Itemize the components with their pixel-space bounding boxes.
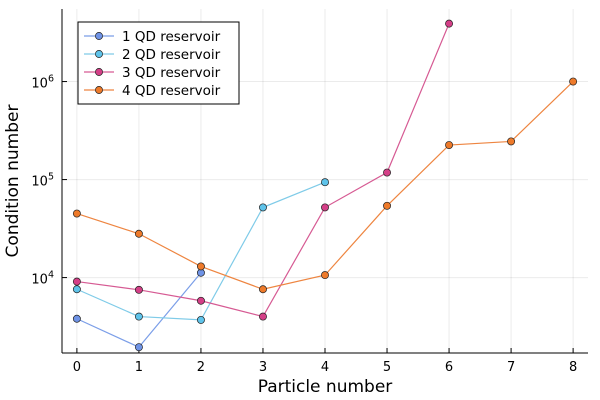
data-point [196, 262, 205, 271]
data-point [72, 314, 81, 323]
data-point [134, 285, 143, 294]
data-point [134, 229, 143, 238]
data-point [569, 77, 578, 86]
x-tick-label: 7 [507, 360, 515, 375]
legend-label: 1 QD reservoir [122, 29, 221, 45]
y-tick-label: 106 [31, 74, 54, 92]
data-point [321, 203, 329, 212]
data-point [134, 312, 143, 321]
data-point [72, 209, 81, 218]
data-point [445, 141, 454, 150]
data-point [72, 277, 81, 286]
data-point [259, 203, 267, 212]
data-point [259, 285, 267, 294]
series-group [72, 77, 578, 294]
data-point [134, 343, 143, 352]
legend-marker [95, 32, 103, 40]
data-point [259, 312, 267, 321]
axes [61, 9, 588, 354]
tick-labels: 0 1 2 3 4 5 6 7 8 104 105 106 [31, 74, 577, 375]
x-tick-label: 1 [135, 360, 143, 375]
series-group [72, 19, 454, 321]
data-point [321, 178, 329, 187]
legend-marker [95, 68, 103, 76]
x-tick-label: 3 [259, 360, 267, 375]
data-point [72, 285, 81, 294]
y-axis-label: Condition number [3, 105, 23, 258]
legend-marker [95, 86, 103, 94]
x-tick-label: 0 [73, 360, 81, 375]
legend-label: 3 QD reservoir [122, 65, 221, 81]
x-tick-label: 6 [445, 360, 453, 375]
legend-marker [95, 50, 103, 58]
series-layer [72, 19, 578, 352]
legend-label: 2 QD reservoir [122, 47, 221, 63]
data-point [321, 271, 329, 280]
data-point [196, 315, 205, 324]
x-tick-label: 5 [383, 360, 391, 375]
x-tick-label: 2 [197, 360, 205, 375]
data-point [383, 168, 391, 177]
y-tick-label: 104 [31, 270, 54, 288]
y-tick-label: 105 [31, 172, 54, 190]
data-point [445, 19, 454, 28]
x-tick-label: 8 [569, 360, 577, 375]
data-point [383, 201, 391, 210]
legend-label: 4 QD reservoir [122, 83, 221, 99]
legend: 1 QD reservoir 2 QD reservoir 3 QD reservo… [77, 21, 240, 105]
x-tick-label: 4 [321, 360, 329, 375]
data-point [196, 296, 205, 305]
data-point [507, 137, 516, 146]
x-axis-label: Particle number [258, 377, 393, 397]
series-group [72, 178, 329, 324]
